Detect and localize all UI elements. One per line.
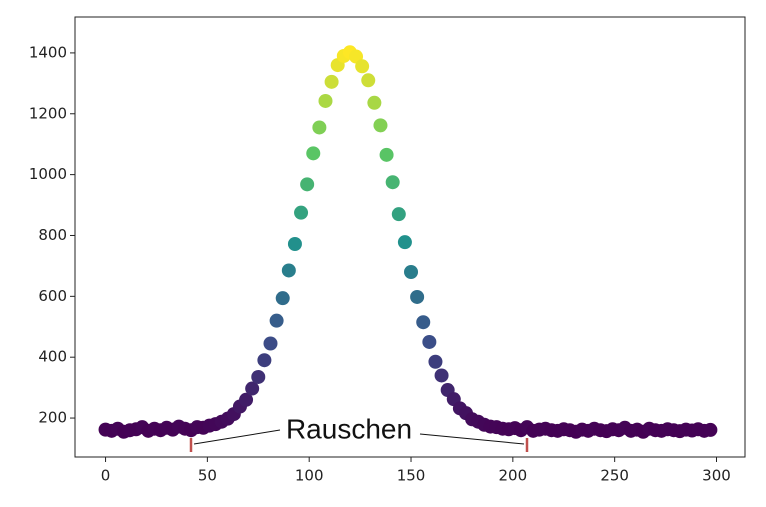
y-tick-label: 800 [38,226,67,244]
point [300,177,315,192]
annotation-line [419,433,525,445]
point [410,289,425,304]
point [397,235,412,250]
point [416,315,431,330]
point [245,381,260,396]
point [251,369,266,384]
y-tick-label: 1200 [29,104,67,122]
annotation: Rauschen [286,413,412,444]
x-tick-label: 0 [101,467,111,485]
y-tick-label: 400 [38,348,67,366]
point [275,291,290,306]
point [269,313,284,328]
annotation-line [193,429,281,445]
point [361,73,376,88]
point [355,59,370,74]
point [306,146,321,161]
x-tick-label: 200 [499,467,528,485]
point [428,354,443,369]
point [257,353,272,368]
point [422,334,437,349]
point [312,120,327,135]
point [434,368,449,383]
point [239,392,254,407]
point [318,93,333,108]
x-tick-label: 100 [295,467,324,485]
point [703,422,718,437]
point [367,95,382,110]
point [385,175,400,190]
y-tick-label: 600 [38,287,67,305]
x-tick-label: 150 [397,467,426,485]
point [404,264,419,279]
y-tick-label: 1400 [29,43,67,61]
point [324,74,339,89]
point [391,207,406,222]
y-tick-label: 200 [38,409,67,427]
point [281,263,296,278]
point [379,147,394,162]
point [287,236,302,251]
point [373,118,388,133]
point [294,205,309,220]
x-tick-label: 300 [702,467,731,485]
plot-frame [74,16,746,458]
y-tick-label: 1000 [29,165,67,183]
point [263,336,278,351]
x-tick-label: 50 [198,467,217,485]
x-tick-label: 250 [600,467,629,485]
